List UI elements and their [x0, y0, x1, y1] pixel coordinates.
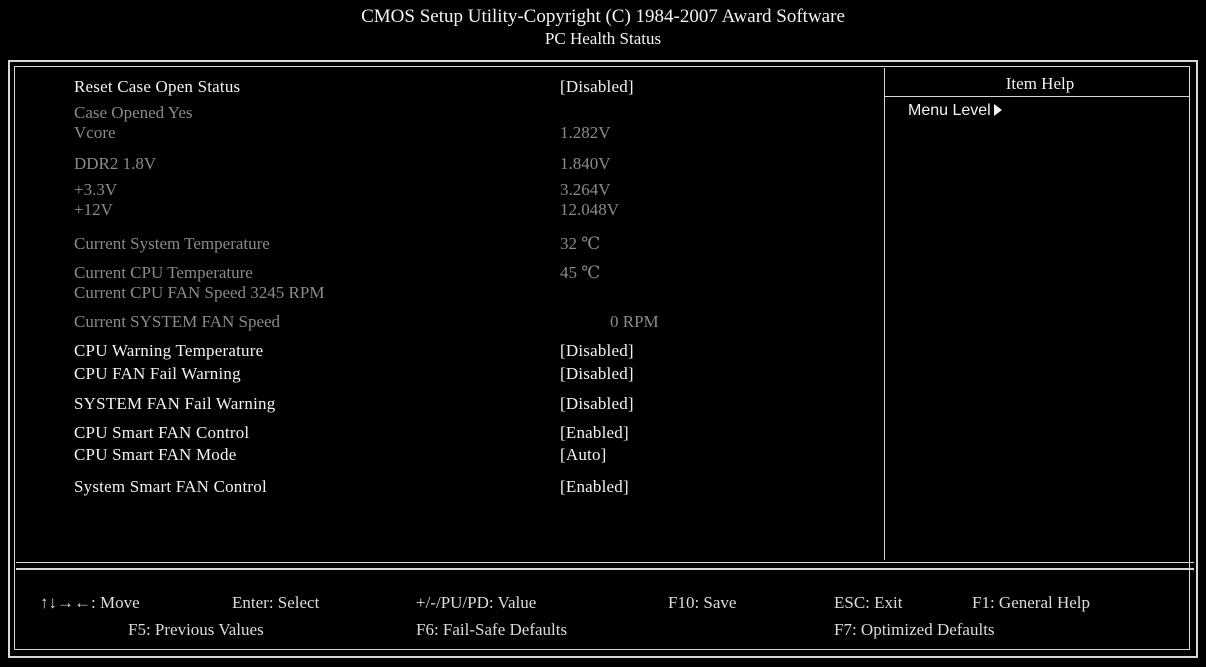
setting-label: CPU FAN Fail Warning — [74, 364, 241, 383]
reading-value: 1.282V — [560, 123, 611, 142]
help-panel-divider — [884, 68, 885, 560]
key-move: ↑↓→←: Move — [40, 593, 140, 612]
reading-label: DDR2 1.8V — [74, 154, 157, 173]
setting-system-smart-fan-control[interactable]: System Smart FAN Control [Enabled] — [74, 476, 874, 498]
reading-value: 0 RPM — [610, 312, 659, 331]
reading-12v: +12V 12.048V — [74, 199, 874, 221]
setting-value[interactable]: [Enabled] — [560, 477, 629, 496]
setting-cpu-smart-fan-control[interactable]: CPU Smart FAN Control [Enabled] — [74, 422, 874, 444]
triangle-right-icon — [993, 104, 1002, 116]
setting-label: SYSTEM FAN Fail Warning — [74, 394, 276, 413]
reading-label: Current SYSTEM FAN Speed — [74, 312, 281, 331]
key-general-help: F1: General Help — [972, 593, 1091, 612]
reading-value: 32 ℃ — [560, 234, 601, 253]
reading-label: Current System Temperature — [74, 234, 270, 253]
item-help-title: Item Help — [1005, 74, 1075, 93]
reading-label: Vcore — [74, 123, 116, 142]
setting-value[interactable]: [Disabled] — [560, 364, 634, 383]
page-title: PC Health Status — [544, 29, 662, 48]
key-select: Enter: Select — [232, 593, 320, 612]
reading-value: 45 ℃ — [560, 263, 601, 282]
reading-value: 3.264V — [560, 180, 611, 199]
setting-cpu-smart-fan-mode[interactable]: CPU Smart FAN Mode [Auto] — [74, 444, 874, 466]
reading-label: +12V — [74, 200, 113, 219]
setting-label: System Smart FAN Control — [74, 477, 267, 496]
setting-cpu-fan-fail-warning[interactable]: CPU FAN Fail Warning [Disabled] — [74, 363, 874, 385]
reading-value: 1.840V — [560, 154, 611, 173]
footer-divider-top — [16, 562, 1194, 563]
reading-label: +3.3V — [74, 180, 118, 199]
bios-header: CMOS Setup Utility-Copyright (C) 1984-20… — [0, 0, 1206, 60]
reading-label: Current CPU FAN Speed 3245 RPM — [74, 283, 325, 302]
setting-value[interactable]: [Disabled] — [560, 394, 634, 413]
key-value: +/-/PU/PD: Value — [416, 593, 537, 612]
setting-label: CPU Warning Temperature — [74, 341, 264, 360]
setting-label: Case Opened Yes — [74, 103, 193, 122]
setting-reset-case-open-status[interactable]: Reset Case Open Status [Disabled] — [74, 76, 874, 98]
setting-label: CPU Smart FAN Mode — [74, 445, 237, 464]
footer-divider — [16, 568, 1194, 570]
setting-value[interactable]: [Disabled] — [560, 77, 634, 96]
reading-ddr2: DDR2 1.8V 1.840V — [74, 153, 874, 175]
reading-vcore: Vcore 1.282V — [74, 122, 874, 144]
setting-cpu-warning-temperature[interactable]: CPU Warning Temperature [Disabled] — [74, 340, 874, 362]
setting-value[interactable]: [Auto] — [560, 445, 607, 464]
inner-frame — [14, 66, 1190, 650]
key-save: F10: Save — [668, 593, 737, 612]
reading-label: Current CPU Temperature — [74, 263, 253, 282]
outer-frame — [8, 60, 1198, 658]
reading-cpu-fan-speed: Current CPU FAN Speed 3245 RPM — [74, 282, 874, 304]
setting-value[interactable]: [Disabled] — [560, 341, 634, 360]
reading-system-temperature: Current System Temperature 32 ℃ — [74, 233, 874, 255]
help-title-frame — [884, 68, 1190, 97]
key-fail-safe-defaults: F6: Fail-Safe Defaults — [416, 620, 568, 639]
key-optimized-defaults: F7: Optimized Defaults — [834, 620, 995, 639]
setting-case-opened: Case Opened Yes — [74, 102, 874, 124]
reading-value: 12.048V — [560, 200, 620, 219]
reading-system-fan-speed: Current SYSTEM FAN Speed 0 RPM — [74, 311, 874, 333]
key-exit: ESC: Exit — [834, 593, 903, 612]
setting-value[interactable]: [Enabled] — [560, 423, 629, 442]
setting-label: Reset Case Open Status — [74, 77, 241, 96]
reading-cpu-temperature: Current CPU Temperature 45 ℃ — [74, 262, 874, 284]
setting-label: CPU Smart FAN Control — [74, 423, 250, 442]
menu-level: Menu Level — [908, 100, 1002, 122]
setting-system-fan-fail-warning[interactable]: SYSTEM FAN Fail Warning [Disabled] — [74, 393, 874, 415]
utility-title: CMOS Setup Utility-Copyright (C) 1984-20… — [361, 6, 845, 27]
menu-level-label: Menu Level — [908, 102, 991, 119]
reading-3v3: +3.3V 3.264V — [74, 179, 874, 201]
key-previous-values: F5: Previous Values — [128, 620, 264, 639]
